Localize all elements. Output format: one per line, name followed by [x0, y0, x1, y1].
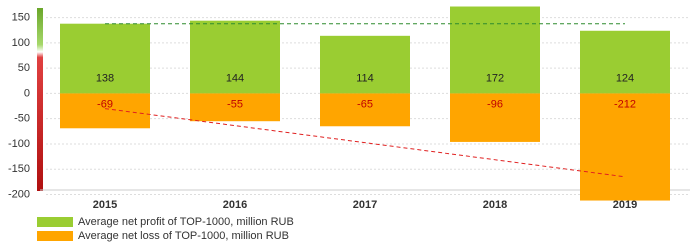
value-label: 144: [226, 72, 244, 84]
x-tick-label: 2016: [223, 199, 247, 211]
bar: [450, 6, 540, 94]
bar: [60, 23, 150, 94]
x-tick-label: 2017: [353, 199, 377, 211]
value-label: -55: [227, 98, 243, 110]
axis-band: [37, 8, 43, 191]
value-label: -212: [614, 98, 636, 110]
value-label: -69: [97, 98, 113, 110]
bar: [190, 20, 280, 94]
legend-swatch: [37, 217, 73, 227]
y-tick-label: 100: [12, 37, 30, 49]
bar: [580, 30, 670, 94]
value-label: 114: [356, 72, 374, 84]
y-tick-label: -100: [8, 138, 30, 150]
y-tick-label: 150: [12, 12, 30, 24]
trend-line: [104, 108, 626, 178]
bar: [580, 93, 670, 201]
y-tick-label: -200: [8, 188, 30, 200]
x-tick-label: 2015: [93, 199, 117, 211]
bar: [320, 93, 410, 127]
value-label: 124: [616, 72, 634, 84]
legend-label: Average net profit of TOP-1000, million …: [78, 216, 294, 228]
y-tick-label: -150: [8, 163, 30, 175]
legend-label: Average net loss of TOP-1000, million RU…: [78, 230, 289, 242]
x-tick-label: 2019: [613, 199, 637, 211]
value-label: 172: [486, 72, 504, 84]
y-tick-label: -50: [14, 113, 30, 125]
y-tick-label: 0: [24, 87, 30, 99]
y-tick-label: 50: [18, 62, 30, 74]
bar: [320, 35, 410, 94]
value-label: -96: [487, 98, 503, 110]
legend-swatch: [37, 231, 73, 241]
bar: [60, 93, 150, 129]
value-label: 138: [96, 72, 114, 84]
x-tick-label: 2018: [483, 199, 507, 211]
bar: [450, 93, 540, 142]
bar: [190, 93, 280, 122]
value-label: -65: [357, 98, 373, 110]
